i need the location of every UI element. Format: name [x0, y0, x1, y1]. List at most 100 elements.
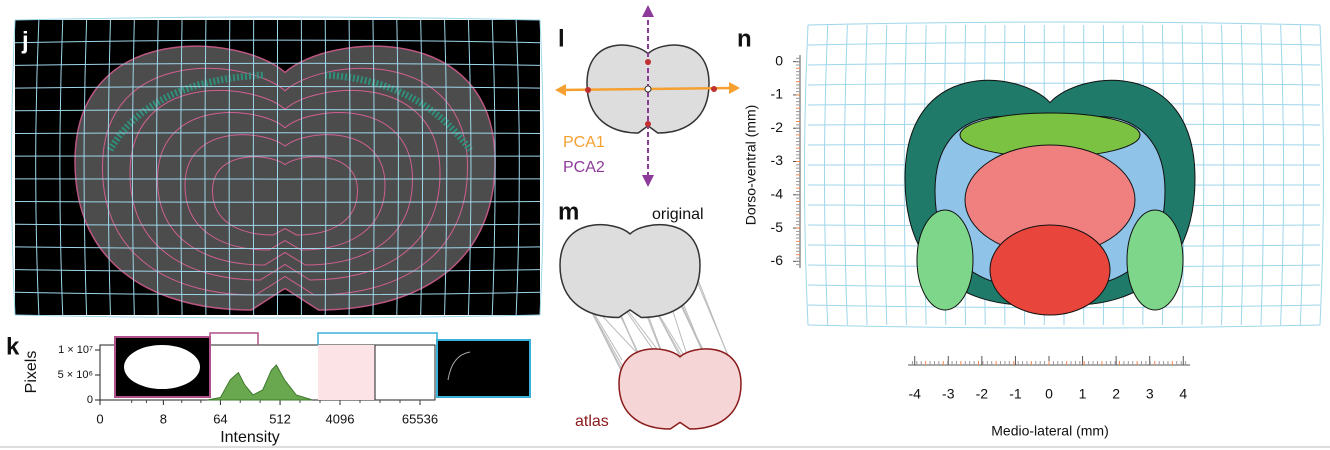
atlas-contour [101, 67, 469, 296]
selected-range [318, 345, 375, 400]
grid-line [491, 19, 496, 316]
panel-letter: n [737, 25, 752, 52]
mask-shape [124, 345, 200, 389]
grid-line [83, 19, 88, 316]
atlas-axes: 0 -1 -2 -3 -4 -5 -6 -4 -3 -2 -1 0 1 2 3 4 [771, 52, 1190, 402]
center [644, 85, 652, 93]
grid-line [14, 39, 541, 44]
atlas-contour [129, 90, 441, 281]
warp-grid-n [804, 21, 1324, 329]
y-tick-label: -2 [771, 119, 784, 135]
y-tick-label: -3 [771, 152, 784, 168]
cell-band [106, 71, 473, 153]
y-tick-label: -5 [771, 219, 784, 235]
grid-line [14, 201, 541, 203]
x-tick-label: -1 [1009, 386, 1022, 402]
grid-line [107, 19, 111, 316]
pca2-label: PCA2 [563, 159, 605, 176]
y-tick-label: -4 [771, 185, 784, 201]
bracket [317, 332, 438, 345]
grid-line [14, 291, 541, 296]
y-tick-label: -1 [771, 86, 784, 102]
y-tick-label: -6 [771, 252, 784, 268]
grid-line [14, 62, 541, 66]
signal-shape [447, 351, 471, 381]
grid-line [228, 19, 231, 316]
y-tick-label: 0 [775, 52, 783, 68]
x-tick-label: -2 [976, 386, 989, 402]
x-tick-label: 2 [1112, 386, 1120, 402]
region-midbrain [989, 224, 1111, 316]
point [585, 87, 591, 93]
grid-line [444, 19, 448, 316]
bracket [209, 332, 259, 345]
grid-line [843, 24, 848, 326]
grid-line [59, 19, 64, 316]
grid-line [131, 19, 135, 316]
panel-letter: l [558, 25, 565, 52]
grid-line [156, 19, 159, 316]
point [645, 59, 651, 65]
grid-line [14, 246, 541, 250]
grid-line [420, 19, 424, 316]
grid-line [35, 19, 40, 316]
point [645, 121, 651, 127]
x-tick-label: 64 [213, 411, 227, 426]
brain-section [74, 45, 496, 311]
histogram-area [207, 364, 312, 401]
region-lateral [1126, 209, 1184, 311]
x-tick-label: 0 [96, 411, 103, 426]
grid-line [883, 24, 888, 326]
x-tick-label: 3 [1146, 386, 1154, 402]
atlas-contour [184, 134, 386, 251]
grid-line [14, 109, 541, 112]
grid-line [823, 24, 829, 326]
y-axis-label: Pixels [23, 351, 40, 394]
panel-letter: j [21, 27, 29, 54]
grid-line [1221, 24, 1225, 326]
x-tick-label: 4 [1179, 386, 1187, 402]
x-tick-label: 512 [269, 411, 291, 426]
grid-line [14, 132, 541, 134]
original-outline [559, 223, 701, 319]
grid-line [467, 19, 472, 316]
warp-grid-j [11, 16, 544, 319]
grid-line [1260, 24, 1265, 326]
grid-line [348, 19, 351, 316]
grid-line [863, 24, 868, 326]
y-axis-label: Dorso-ventral (mm) [743, 105, 759, 226]
grid-line [807, 21, 1321, 26]
x-tick-label: 8 [160, 411, 167, 426]
x-tick-label: -4 [908, 386, 921, 402]
region-lateral [916, 209, 974, 311]
atlas-contour [156, 112, 414, 266]
grid-line [1319, 24, 1324, 326]
original-label: original [652, 206, 704, 223]
panel-letter: k [6, 333, 20, 360]
grid-line [1201, 24, 1205, 326]
x-tick-label: -3 [942, 386, 955, 402]
atlas-contour [211, 156, 359, 236]
grid-line [804, 24, 809, 326]
grid-line [396, 19, 399, 316]
y-tick-label: 1 × 10⁷ [58, 344, 93, 356]
x-tick-label: 65536 [402, 411, 438, 426]
x-axis-label: Intensity [220, 429, 280, 446]
x-tick-label: 4096 [326, 411, 355, 426]
x-tick-label: 0 [1045, 386, 1053, 402]
grid-line [372, 19, 375, 316]
grid-line [204, 19, 207, 316]
grid-line [14, 85, 541, 89]
grid-line [515, 19, 520, 316]
panel-letter: m [558, 198, 579, 225]
grid-line [1280, 24, 1285, 326]
atlas-outline [618, 348, 742, 430]
pca1-label: PCA1 [563, 134, 605, 151]
grid-line [807, 324, 1321, 329]
grid-line [14, 269, 541, 273]
grid-line [324, 19, 327, 316]
point [711, 86, 717, 92]
grid-line [1299, 24, 1305, 326]
